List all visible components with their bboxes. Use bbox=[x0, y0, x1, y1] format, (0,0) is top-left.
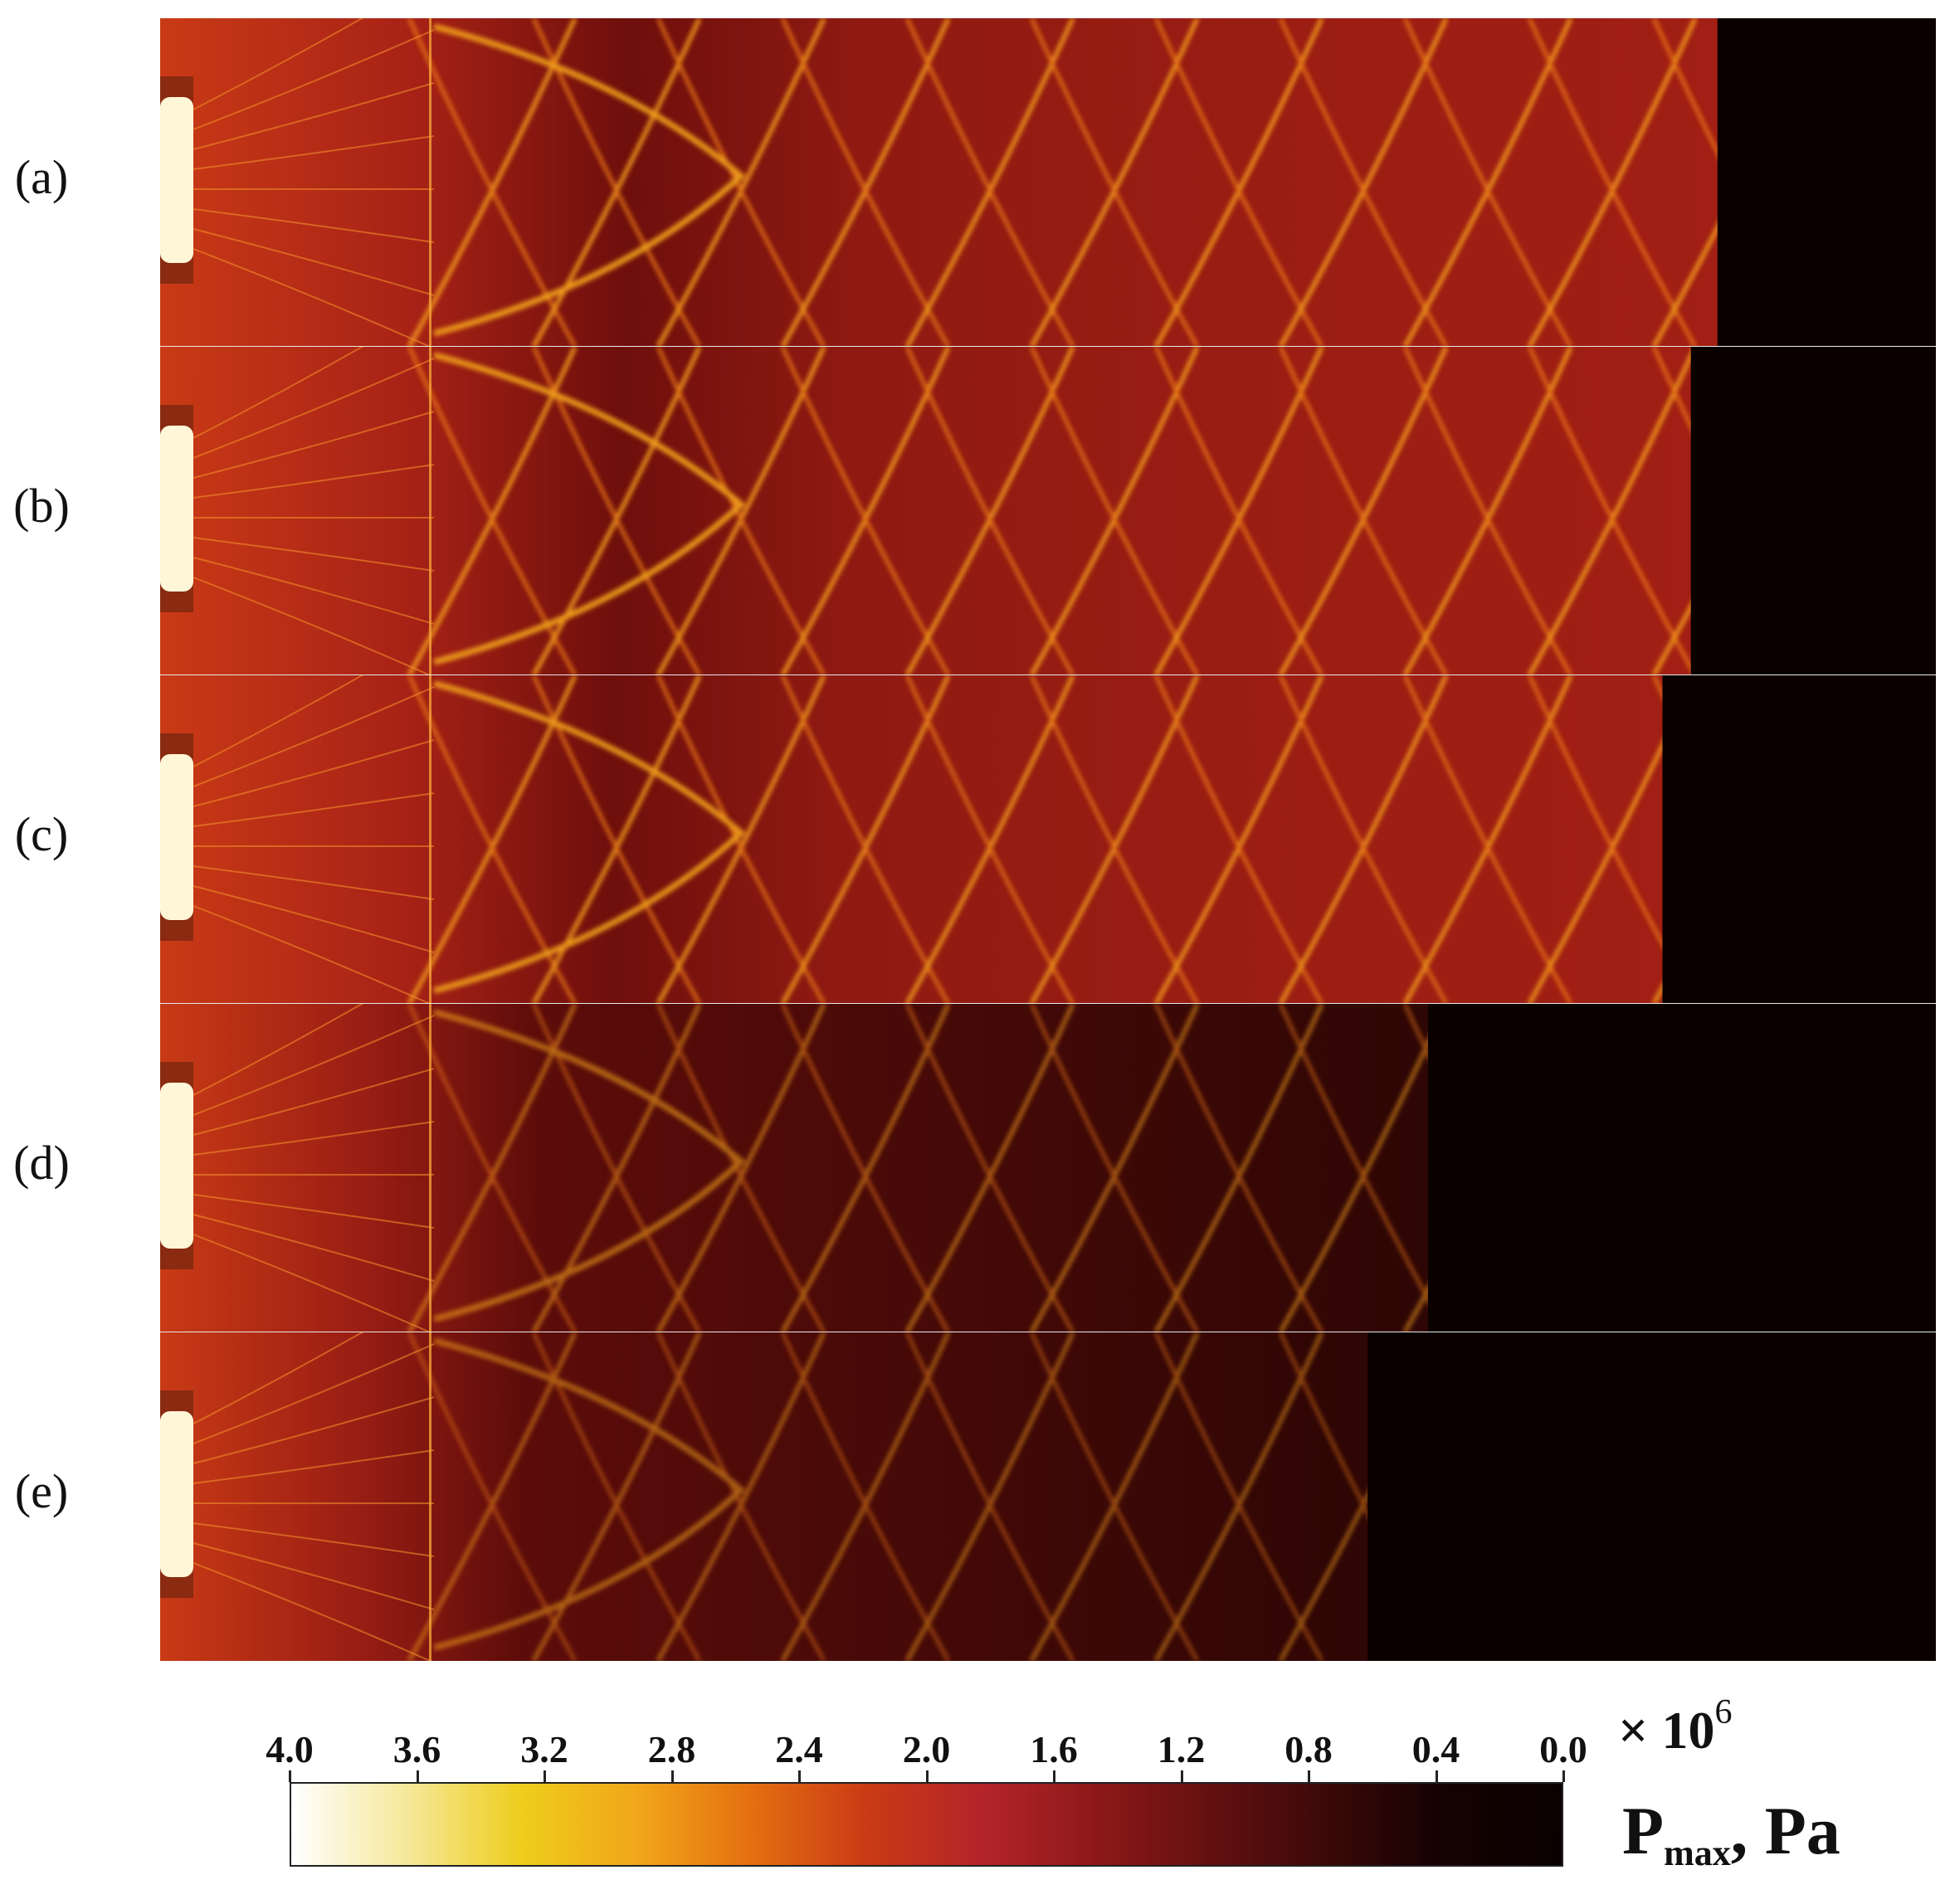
detonation-cells bbox=[407, 347, 1691, 675]
injector-jet bbox=[160, 1004, 435, 1332]
colorbar-tick-label: 1.2 bbox=[1157, 1728, 1206, 1770]
colorbar-tick-label: 0.0 bbox=[1539, 1728, 1587, 1770]
injector-jet bbox=[160, 675, 435, 1004]
colorbar-tick-label: 2.8 bbox=[647, 1728, 696, 1770]
panel-label-e: (e) bbox=[14, 1464, 69, 1518]
panel-c bbox=[160, 675, 1936, 1004]
colorbar-tick bbox=[1562, 1770, 1565, 1782]
reference-line bbox=[429, 1332, 431, 1661]
colorbar-tick bbox=[925, 1770, 929, 1782]
panel-label-b: (b) bbox=[13, 479, 70, 533]
panel-d bbox=[160, 1004, 1936, 1332]
panel-label-c: (c) bbox=[14, 807, 69, 861]
pressure-field bbox=[160, 675, 1663, 1004]
colorbar-tick bbox=[798, 1770, 801, 1782]
colorbar-tick bbox=[670, 1770, 674, 1782]
detonation-cells bbox=[407, 1004, 1428, 1332]
reference-line bbox=[429, 675, 431, 1004]
pressure-field bbox=[160, 1004, 1428, 1332]
injector-jet bbox=[160, 1332, 435, 1661]
panel-e bbox=[160, 1332, 1936, 1661]
detonation-cells bbox=[407, 675, 1663, 1004]
pressure-field bbox=[160, 1332, 1368, 1661]
colorbar bbox=[290, 1782, 1563, 1867]
detonation-cells bbox=[407, 18, 1718, 347]
injector-jet bbox=[160, 347, 435, 675]
colorbar-tick-label: 3.2 bbox=[520, 1728, 568, 1770]
panel-a bbox=[160, 18, 1936, 347]
colorbar-tick bbox=[1053, 1770, 1055, 1782]
colorbar-tick bbox=[416, 1770, 419, 1782]
detonation-cells bbox=[407, 1332, 1368, 1661]
panel-label-a: (a) bbox=[14, 150, 69, 204]
reference-line bbox=[429, 18, 431, 347]
colorbar-tick-label: 2.4 bbox=[775, 1728, 823, 1770]
colorbar-tick bbox=[544, 1770, 546, 1782]
panel-b bbox=[160, 347, 1936, 675]
colorbar-tick-label: 4.0 bbox=[266, 1728, 314, 1770]
reference-line bbox=[429, 1004, 431, 1332]
colorbar-multiplier: × 106 bbox=[1618, 1693, 1733, 1760]
colorbar-tick-label: 1.6 bbox=[1030, 1728, 1078, 1770]
colorbar-title: Pmax, Pa bbox=[1622, 1793, 1840, 1873]
colorbar-tick bbox=[289, 1770, 291, 1782]
injector-jet bbox=[160, 18, 435, 347]
colorbar-tick-label: 0.8 bbox=[1284, 1728, 1333, 1770]
colorbar-tick bbox=[1180, 1770, 1183, 1782]
panel-label-d: (d) bbox=[13, 1136, 70, 1190]
colorbar-tick-label: 3.6 bbox=[392, 1728, 441, 1770]
colorbar-tick bbox=[1308, 1770, 1310, 1782]
colorbar-tick-label: 0.4 bbox=[1411, 1728, 1460, 1770]
reference-line bbox=[429, 347, 431, 675]
colorbar-tick bbox=[1435, 1770, 1438, 1782]
colorbar-tick-label: 2.0 bbox=[902, 1728, 951, 1770]
